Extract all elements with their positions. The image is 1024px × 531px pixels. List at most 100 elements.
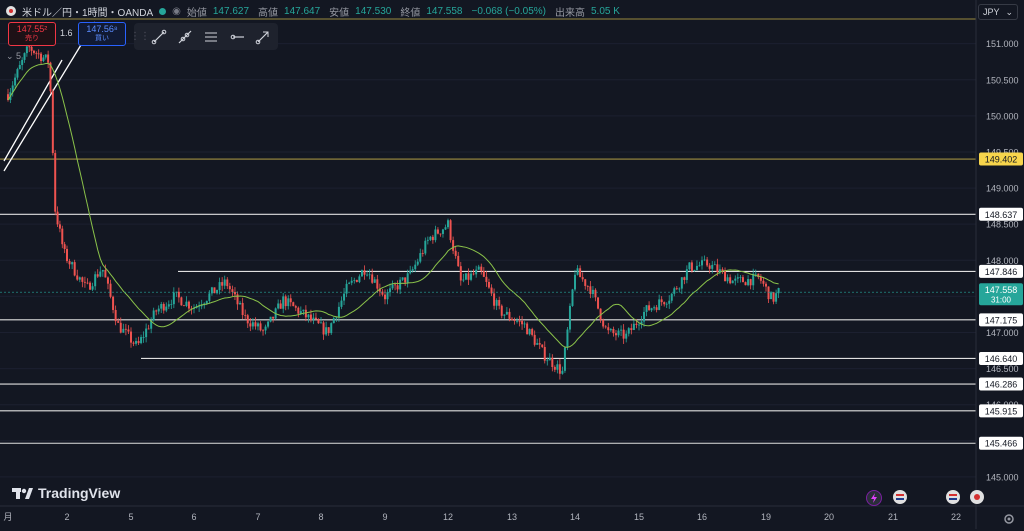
candle-body bbox=[343, 293, 346, 301]
candle-body bbox=[23, 53, 26, 60]
candle-body bbox=[622, 329, 625, 339]
candle-body bbox=[531, 329, 534, 335]
buy-button[interactable]: 147.56⁸ 買い bbox=[78, 22, 126, 46]
candle-body bbox=[767, 286, 770, 300]
candle-body bbox=[500, 305, 503, 316]
candle-body bbox=[680, 277, 683, 289]
candle-body bbox=[752, 273, 755, 286]
arrow-line-icon[interactable] bbox=[250, 23, 276, 50]
candle-body bbox=[574, 274, 576, 290]
candle-body bbox=[185, 301, 188, 306]
candle-body bbox=[241, 302, 244, 316]
candle-body bbox=[568, 305, 571, 330]
candle-body bbox=[670, 293, 673, 301]
candle-body bbox=[711, 264, 714, 269]
candle-body bbox=[770, 292, 773, 300]
candle-body bbox=[66, 249, 68, 262]
candle-body bbox=[747, 279, 750, 286]
candle-body bbox=[21, 59, 24, 65]
candle-body bbox=[228, 286, 231, 290]
candle-body bbox=[7, 94, 9, 100]
time-tick-label: 16 bbox=[697, 512, 707, 522]
candle-body bbox=[726, 277, 729, 282]
horizontal-ray-icon[interactable] bbox=[224, 23, 250, 50]
candle-body bbox=[426, 239, 429, 241]
trend-line bbox=[3, 59, 63, 162]
ohlc-change-value: −0.068 (−0.05%) bbox=[471, 5, 546, 17]
time-tick-label: 8 bbox=[318, 512, 323, 522]
candle-body bbox=[584, 279, 587, 286]
candle-body bbox=[140, 337, 143, 344]
candle-body bbox=[68, 261, 71, 265]
ohlc-low-label: 安値 bbox=[329, 7, 350, 19]
candle-body bbox=[170, 304, 173, 305]
candle-body bbox=[312, 317, 315, 320]
candle-body bbox=[340, 300, 343, 307]
us-economic-event-icon-2[interactable] bbox=[946, 490, 960, 504]
candle-body bbox=[177, 291, 180, 298]
candle-body bbox=[239, 302, 242, 305]
currency-selector[interactable]: JPY ⌄ bbox=[978, 4, 1018, 20]
level-price-label-bg bbox=[979, 264, 1023, 278]
price-tick-label: 145.000 bbox=[986, 472, 1019, 482]
gear-icon[interactable] bbox=[1002, 512, 1016, 526]
sell-button[interactable]: 147.55² 売り bbox=[8, 22, 56, 46]
time-tick-label: 月 bbox=[3, 512, 12, 522]
candle-body bbox=[734, 278, 737, 281]
candle-body bbox=[381, 291, 384, 295]
candle-body bbox=[472, 273, 475, 275]
price-tick-label: 151.000 bbox=[986, 39, 1019, 49]
candle-body bbox=[205, 300, 208, 304]
candle-body bbox=[546, 360, 549, 362]
candle-body bbox=[581, 277, 584, 280]
candle-body bbox=[765, 283, 767, 287]
ohlc-open-label: 始値 bbox=[186, 7, 207, 19]
time-tick-label: 13 bbox=[507, 512, 517, 522]
indicator-legend[interactable]: ⌄ 5 bbox=[6, 51, 22, 61]
candle-body bbox=[536, 343, 539, 345]
candle-body bbox=[172, 292, 175, 305]
candle-body bbox=[294, 306, 297, 308]
candle-body bbox=[695, 265, 698, 270]
time-axis: 月 2 5 6 7 8 9 12 13 14 15 16 19 20 21 22 bbox=[3, 512, 961, 522]
candle-body bbox=[658, 299, 661, 310]
level-price-label: 148.637 bbox=[985, 210, 1018, 220]
candle-body bbox=[452, 240, 455, 251]
candle-body bbox=[223, 279, 226, 286]
candle-body bbox=[640, 321, 643, 325]
time-tick-label: 6 bbox=[191, 512, 196, 522]
candle-body bbox=[137, 341, 140, 344]
candle-body bbox=[526, 323, 529, 335]
lightning-event-icon[interactable] bbox=[866, 490, 882, 506]
candle-body bbox=[391, 284, 394, 289]
ohlc-close-value: 147.558 bbox=[426, 5, 463, 17]
candle-body bbox=[73, 262, 76, 276]
symbol-title[interactable]: 米ドル／円・1時間・OANDA bbox=[22, 7, 154, 19]
candle-body bbox=[272, 316, 275, 319]
candle-body bbox=[96, 274, 99, 277]
candle-body bbox=[643, 311, 646, 322]
trend-line-icon[interactable] bbox=[146, 23, 172, 50]
candle-body bbox=[114, 309, 117, 322]
eye-icon[interactable]: ◉ bbox=[172, 5, 181, 17]
jp-economic-event-icon[interactable] bbox=[970, 490, 984, 504]
candle-body bbox=[147, 328, 150, 330]
candle-body bbox=[558, 364, 561, 374]
candle-body bbox=[683, 277, 686, 280]
candle-body bbox=[523, 323, 526, 325]
candle-body bbox=[503, 314, 506, 316]
candle-body bbox=[485, 276, 488, 282]
current-price-label-bg bbox=[979, 283, 1023, 306]
price-labels: 149.402 148.637 147.846 147.175 146.640 146.2… bbox=[0, 152, 1023, 450]
candle-body bbox=[378, 288, 381, 292]
drag-handle-icon[interactable]: ⋮⋮ bbox=[130, 31, 150, 42]
us-economic-event-icon[interactable] bbox=[893, 490, 907, 504]
candle-body bbox=[609, 329, 612, 331]
candle-body bbox=[332, 318, 335, 324]
candle-body bbox=[42, 57, 45, 62]
extended-line-icon[interactable] bbox=[172, 23, 198, 50]
parallel-channel-icon[interactable] bbox=[198, 23, 224, 50]
candle-body bbox=[287, 298, 290, 307]
candle-body bbox=[541, 344, 544, 347]
